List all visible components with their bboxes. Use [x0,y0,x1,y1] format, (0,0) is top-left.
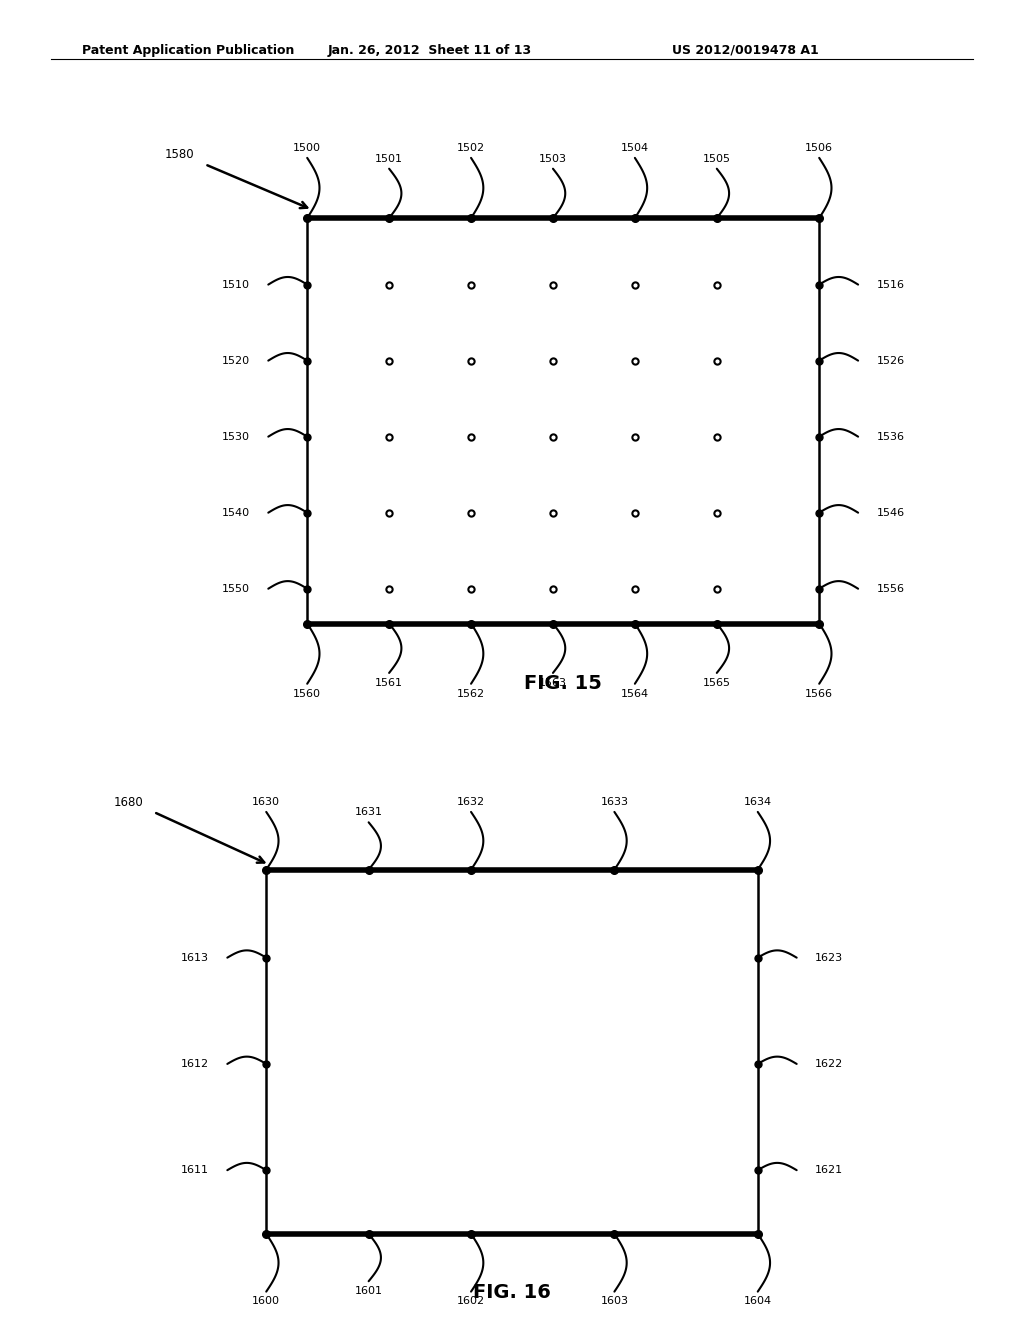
Text: 1566: 1566 [805,689,834,698]
Text: 1630: 1630 [252,797,281,807]
Text: 1623: 1623 [815,953,843,962]
Text: 1510: 1510 [222,280,250,289]
Text: 1506: 1506 [805,143,834,153]
Text: 1632: 1632 [457,797,485,807]
Text: 1530: 1530 [222,432,250,442]
Text: 1503: 1503 [539,153,567,164]
Text: 1621: 1621 [815,1166,843,1175]
Text: Jan. 26, 2012  Sheet 11 of 13: Jan. 26, 2012 Sheet 11 of 13 [328,44,532,57]
Text: FIG. 16: FIG. 16 [473,1283,551,1302]
Text: 1536: 1536 [877,432,904,442]
Text: 1546: 1546 [877,508,904,517]
Text: 1600: 1600 [252,1296,281,1307]
Text: 1540: 1540 [222,508,250,517]
Text: 1680: 1680 [114,796,143,809]
Text: 1603: 1603 [600,1296,629,1307]
Text: 1516: 1516 [877,280,904,289]
Text: 1604: 1604 [743,1296,772,1307]
Text: 1631: 1631 [354,808,383,817]
Text: 1613: 1613 [181,953,209,962]
Text: 1562: 1562 [457,689,485,698]
Text: 1556: 1556 [877,583,904,594]
Text: 1611: 1611 [181,1166,209,1175]
Text: 1601: 1601 [354,1286,383,1296]
Text: 1560: 1560 [293,689,322,698]
Text: 1564: 1564 [621,689,649,698]
Text: 1612: 1612 [181,1059,209,1069]
Text: 1526: 1526 [877,355,904,366]
Text: 1602: 1602 [457,1296,485,1307]
Text: 1634: 1634 [743,797,772,807]
Text: 1500: 1500 [293,143,322,153]
Text: 1561: 1561 [375,678,403,688]
Text: 1563: 1563 [539,678,567,688]
Text: 1502: 1502 [457,143,485,153]
Text: US 2012/0019478 A1: US 2012/0019478 A1 [673,44,819,57]
Text: 1633: 1633 [600,797,629,807]
Text: 1504: 1504 [621,143,649,153]
Text: 1505: 1505 [702,153,731,164]
Text: FIG. 15: FIG. 15 [524,675,602,693]
Text: 1622: 1622 [815,1059,844,1069]
Text: 1550: 1550 [222,583,250,594]
Text: 1565: 1565 [702,678,731,688]
Text: 1501: 1501 [375,153,403,164]
Text: 1580: 1580 [165,148,195,161]
Text: Patent Application Publication: Patent Application Publication [82,44,294,57]
Text: 1520: 1520 [222,355,250,366]
